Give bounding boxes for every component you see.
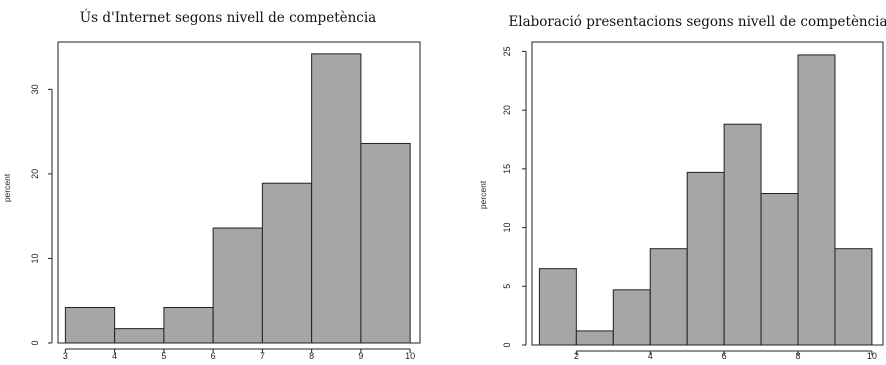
y-axis-label: percent [478,180,488,209]
histogram-bar [575,330,614,346]
y-tick-label: 0 [30,340,40,345]
histogram-bar [261,182,313,344]
x-tick-label: 10 [405,351,415,361]
chart-title: Ús d'Internet segons nivell de competènc… [80,9,376,26]
histogram-bar [212,227,263,344]
y-tick-label: 20 [30,169,40,179]
histogram-bar [834,248,873,346]
x-tick-label: 2 [574,351,579,361]
y-tick-label: 20 [502,105,512,115]
y-tick-label: 30 [30,84,40,94]
histogram-bar [649,248,688,346]
x-tick-label: 8 [309,351,314,361]
histogram-internet-use: Ús d'Internet segons nivell de competènc… [2,9,421,361]
histogram-bar [163,306,214,344]
histogram-bar [760,193,799,346]
histogram-bar [612,289,651,346]
histogram-bar [64,306,116,344]
x-tick-label: 9 [358,351,363,361]
y-tick-label: 25 [502,46,512,56]
x-tick-label: 8 [796,351,801,361]
histogram-bar [311,53,362,344]
histogram-bar [114,328,165,344]
x-tick-label: 10 [867,351,877,361]
x-tick-label: 4 [112,351,117,361]
x-tick-label: 6 [211,351,216,361]
chart-title: Elaboració presentacions segons nivell d… [508,14,886,30]
x-tick-label: 6 [722,351,727,361]
y-tick-label: 5 [502,284,512,289]
x-tick-label: 7 [260,351,265,361]
histogram-bar [360,142,411,344]
y-tick-label: 10 [502,223,512,233]
y-tick-label: 10 [30,253,40,263]
y-tick-label: 15 [502,164,512,174]
x-tick-label: 4 [648,351,653,361]
y-axis-label: percent [2,173,12,202]
histogram-presentations: Elaboració presentacions segons nivell d… [478,14,886,361]
y-tick-label: 0 [502,342,512,347]
histogram-bar [723,123,762,346]
histogram-bar [538,268,577,346]
histogram-bar [686,171,725,346]
x-tick-label: 3 [63,351,68,361]
x-tick-label: 5 [161,351,166,361]
histogram-bar [797,54,836,346]
